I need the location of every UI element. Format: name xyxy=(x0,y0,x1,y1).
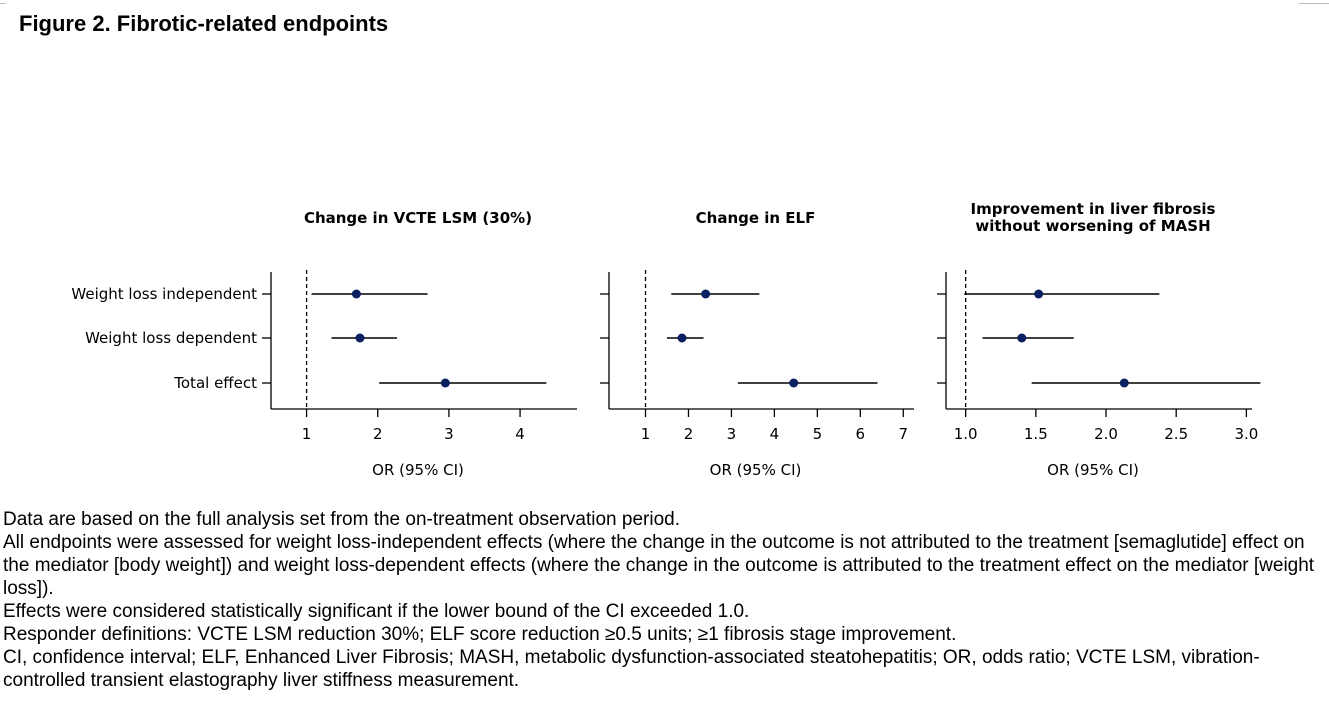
panel-3-point-estimate-3 xyxy=(1119,378,1129,388)
panel-2-x-axis-label: OR (95% CI) xyxy=(710,461,802,479)
panel-2-x-tick-label: 6 xyxy=(856,425,866,443)
panel-1-x-tick-label: 4 xyxy=(515,425,525,443)
note-abbreviations: CI, confidence interval; ELF, Enhanced L… xyxy=(3,647,1260,691)
panel-3-x-tick-label: 1.5 xyxy=(1024,425,1048,443)
panel-3-point-estimate-1 xyxy=(1034,289,1044,299)
panel-1-title: Change in VCTE LSM (30%) xyxy=(304,209,532,227)
note-analysis-set: Data are based on the full analysis set … xyxy=(3,509,680,530)
panel-1-point-estimate-2 xyxy=(355,333,365,343)
panel-2-x-tick-label: 2 xyxy=(684,425,694,443)
panel-1-x-tick-label: 1 xyxy=(302,425,312,443)
corner-mark-left xyxy=(0,0,6,4)
category-label-1: Weight loss independent xyxy=(71,285,257,303)
note-responder-definitions: Responder definitions: VCTE LSM reductio… xyxy=(3,624,957,645)
panel-3-x-tick-label: 1.0 xyxy=(954,425,978,443)
panel-2-x-tick-label: 7 xyxy=(898,425,908,443)
panel-2-x-tick-label: 3 xyxy=(727,425,737,443)
panel-1-x-tick-label: 2 xyxy=(373,425,383,443)
note-significance: Effects were considered statistically si… xyxy=(3,601,750,622)
panel-2-point-estimate-2 xyxy=(677,333,687,343)
panel-3-x-axis-label: OR (95% CI) xyxy=(1047,461,1139,479)
panel-3-title: Improvement in liver fibrosis xyxy=(971,200,1216,218)
panel-2-x-tick-label: 5 xyxy=(813,425,823,443)
category-label-2: Weight loss dependent xyxy=(85,329,257,347)
panel-3-x-tick-label: 3.0 xyxy=(1234,425,1258,443)
panel-2-x-tick-label: 1 xyxy=(641,425,651,443)
panel-3-x-tick-label: 2.5 xyxy=(1164,425,1188,443)
panel-2-point-estimate-1 xyxy=(701,289,711,299)
panel-2-point-estimate-3 xyxy=(789,378,799,388)
figure-title: Figure 2. Fibrotic-related endpoints xyxy=(19,11,389,36)
panel-3-point-estimate-2 xyxy=(1017,333,1027,343)
panel-2-title: Change in ELF xyxy=(696,209,816,227)
panel-3-x-tick-label: 2.0 xyxy=(1094,425,1118,443)
corner-mark-right xyxy=(1299,0,1329,4)
panel-2-x-tick-label: 4 xyxy=(770,425,780,443)
note-endpoint-assessment: All endpoints were assessed for weight l… xyxy=(3,532,1315,599)
category-label-3: Total effect xyxy=(173,374,257,392)
forest-plot-panels: Change in VCTE LSM (30%) Weight loss inde… xyxy=(71,200,1261,479)
panel-1-x-tick-label: 3 xyxy=(444,425,454,443)
panel-1-point-estimate-3 xyxy=(440,378,450,388)
panel-3-title: without worsening of MASH xyxy=(975,217,1210,235)
panel-1-x-axis-label: OR (95% CI) xyxy=(372,461,464,479)
panel-1-point-estimate-1 xyxy=(351,289,361,299)
figure-notes: Data are based on the full analysis set … xyxy=(3,508,1323,692)
